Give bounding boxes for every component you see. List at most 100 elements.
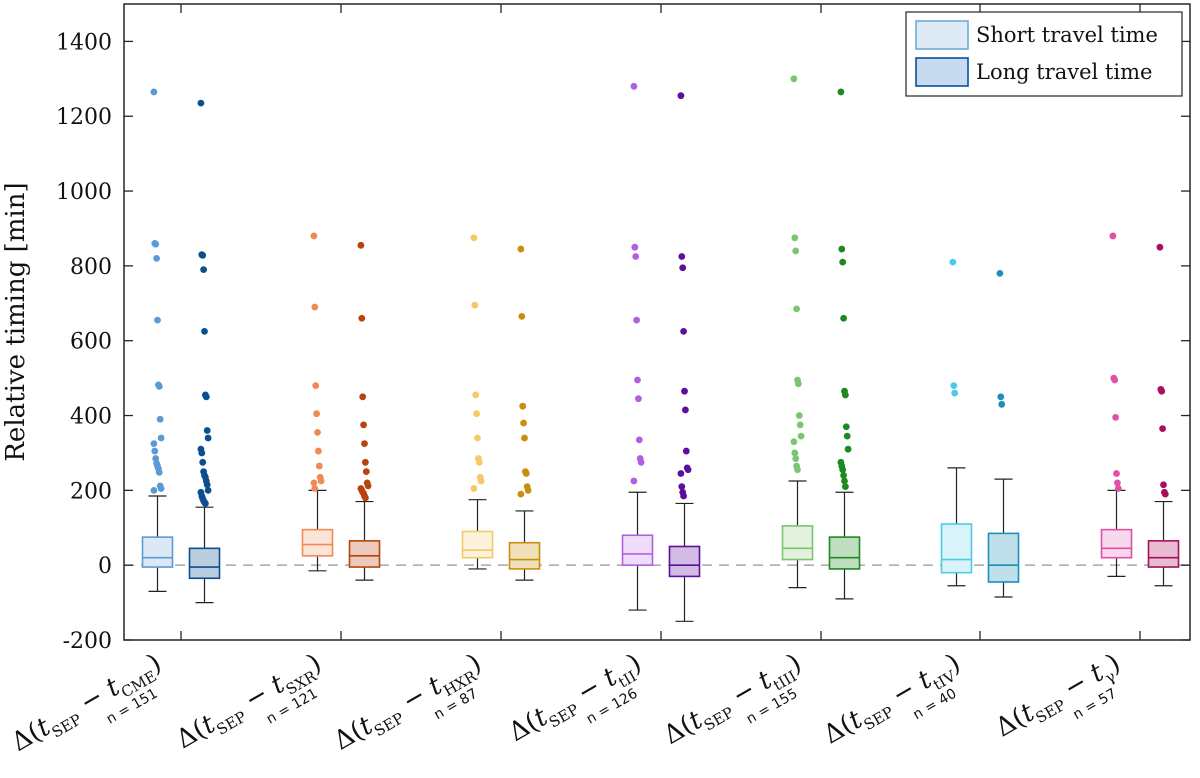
outlier-point	[152, 240, 160, 248]
outlier-point	[1160, 481, 1167, 489]
category-label-0: Δ(tSEP − tCME)n = 151	[6, 648, 166, 758]
outlier-point	[362, 494, 369, 502]
outlier-point	[524, 486, 532, 494]
outlier-point	[1112, 414, 1119, 421]
outlier-point	[155, 468, 163, 476]
box-short-0	[141, 88, 174, 592]
outlier-point	[1109, 232, 1117, 240]
box-short-4	[781, 75, 814, 589]
outlier-point	[157, 485, 165, 492]
outlier-point	[201, 327, 208, 335]
outlier-point	[198, 449, 206, 457]
outlier-point	[156, 415, 164, 423]
box-iqr	[668, 545, 701, 578]
box-iqr	[141, 536, 174, 568]
outlier-point	[791, 234, 799, 242]
outlier-point	[204, 434, 212, 442]
outlier-point	[682, 447, 690, 455]
outlier-point	[632, 253, 640, 260]
box-long-3	[668, 92, 701, 622]
outlier-point	[679, 264, 687, 272]
outlier-point	[677, 92, 685, 100]
outlier-point	[204, 486, 212, 494]
outlier-point	[311, 303, 319, 311]
outlier-point	[792, 455, 800, 462]
outlier-point	[630, 477, 638, 485]
outlier-point	[475, 458, 483, 466]
outlier-point	[470, 485, 478, 492]
outlier-point	[150, 88, 158, 96]
outlier-point	[797, 432, 805, 440]
outlier-point	[157, 434, 165, 442]
outlier-point	[998, 400, 1006, 408]
outlier-point	[950, 382, 958, 389]
y-tick-label: 800	[70, 255, 112, 280]
outlier-point	[477, 477, 485, 485]
outlier-point	[153, 255, 161, 262]
outlier-point	[362, 458, 369, 466]
box-long-6	[1147, 243, 1180, 587]
outlier-point	[996, 269, 1004, 277]
outlier-point	[517, 490, 525, 498]
outlier-point	[1161, 490, 1169, 498]
y-tick-label: 600	[70, 330, 112, 355]
outlier-point	[635, 395, 642, 403]
box-short-1	[301, 232, 334, 572]
outlier-point	[790, 75, 798, 83]
outlier-point	[517, 245, 525, 253]
outlier-point	[364, 482, 372, 490]
box-iqr	[461, 530, 494, 559]
box-iqr	[301, 528, 334, 557]
outlier-point	[202, 393, 210, 401]
category-label-5: Δ(tSEP − ttIV)n = 40	[818, 648, 965, 750]
outlier-point	[793, 305, 800, 313]
outlier-point	[680, 492, 687, 500]
box-short-3	[621, 82, 654, 611]
outlier-point	[150, 440, 158, 447]
outlier-point	[680, 327, 687, 335]
outlier-point	[151, 447, 159, 455]
outlier-point	[518, 312, 526, 320]
outlier-point	[792, 247, 800, 255]
outlier-point	[310, 479, 318, 487]
box-short-6	[1100, 232, 1133, 578]
outlier-point	[637, 458, 645, 466]
y-tick-label: 400	[70, 405, 112, 430]
outlier-point	[312, 382, 320, 389]
outlier-point	[360, 421, 367, 429]
outlier-point	[311, 485, 319, 492]
outlier-point	[949, 258, 957, 266]
category-label-2: Δ(tSEP − tHXR)n = 87	[329, 648, 487, 756]
outlier-point	[997, 393, 1005, 401]
box-iqr	[940, 523, 973, 574]
outlier-point	[357, 241, 365, 249]
outlier-point	[842, 423, 850, 431]
outlier-point	[951, 389, 959, 397]
outlier-point	[682, 406, 689, 414]
outlier-point	[796, 421, 804, 429]
category-label-4: Δ(tSEP − ttIII)n = 155	[659, 648, 807, 751]
y-tick-label: 1200	[56, 105, 112, 130]
outlier-point	[520, 419, 527, 427]
outlier-point	[200, 266, 208, 274]
outlier-point	[362, 468, 370, 476]
outlier-point	[310, 232, 318, 240]
y-tick-label: 0	[98, 554, 112, 579]
outlier-point	[634, 376, 641, 384]
outlier-point	[1113, 470, 1120, 477]
outlier-point	[521, 434, 528, 442]
outlier-point	[314, 428, 321, 436]
box-iqr	[1147, 540, 1180, 568]
outlier-point	[361, 440, 368, 447]
outlier-point	[839, 466, 847, 474]
outlier-point	[199, 458, 207, 466]
outlier-point	[844, 445, 852, 453]
box-iqr	[828, 536, 861, 570]
box-long-5	[987, 269, 1020, 598]
y-tick-label: 1000	[56, 180, 112, 205]
box-long-2	[508, 245, 541, 581]
box-long-1	[348, 241, 381, 581]
box-long-0	[188, 99, 221, 604]
category-label-1: Δ(tSEP − tSXR)n = 121	[171, 648, 326, 755]
